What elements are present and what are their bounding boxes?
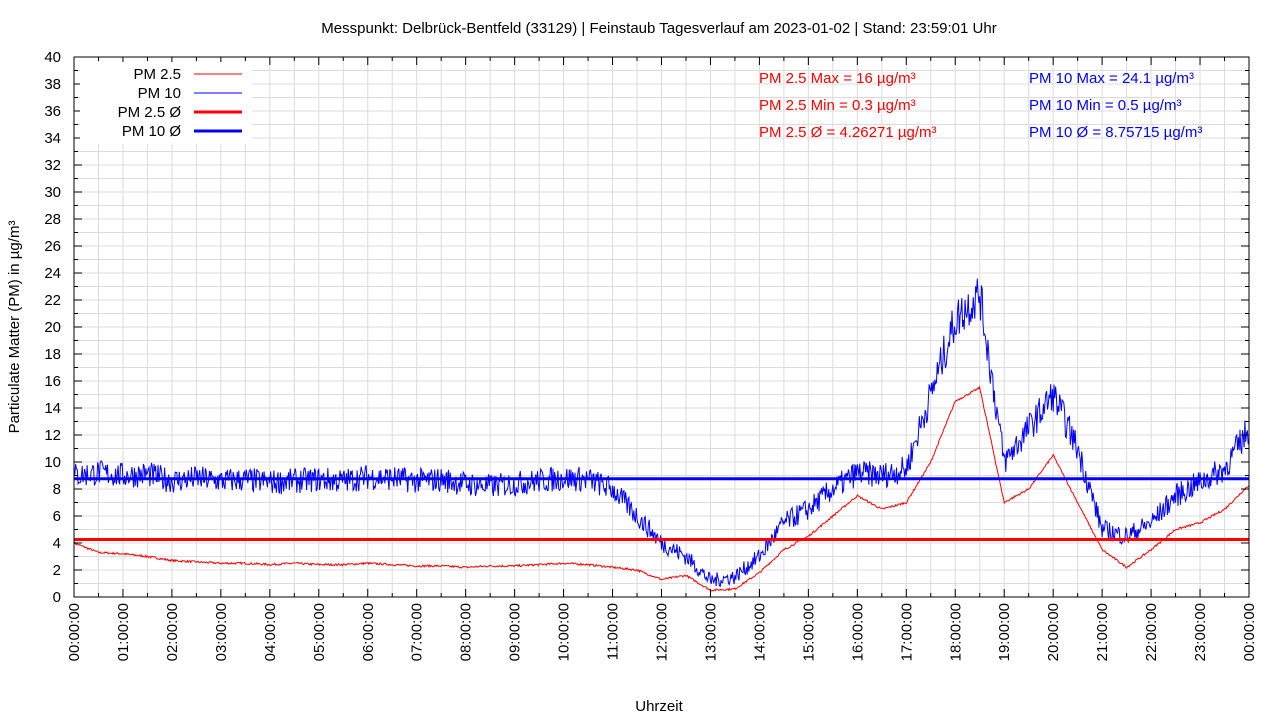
pm25-avg: PM 2.5 Ø = 4.26271 µg/m³: [759, 124, 936, 141]
x-tick-labels: 00:00:00 01:00:00 02:00:00 03:00:00 04:00:00…: [66, 603, 1258, 661]
pm25-max: PM 2.5 Max = 16 µg/m³: [759, 70, 916, 87]
y-tick-label: 16: [44, 373, 61, 390]
pm10-min: PM 10 Min = 0.5 µg/m³: [1029, 97, 1181, 114]
x-tick-label: 13:00:00: [702, 603, 719, 661]
x-tick-label: 05:00:00: [311, 603, 328, 661]
x-tick-label: 14:00:00: [751, 603, 768, 661]
pm10-max: PM 10 Max = 24.1 µg/m³: [1029, 70, 1194, 87]
y-tick-label: 2: [53, 562, 61, 579]
x-tick-label: 11:00:00: [605, 603, 622, 660]
x-tick-label: 15:00:00: [800, 603, 817, 661]
y-tick-label: 8: [53, 481, 61, 498]
pm10-avg: PM 10 Ø = 8.75715 µg/m³: [1029, 124, 1202, 141]
x-tick-label: 07:00:00: [409, 603, 426, 661]
y-tick-label: 32: [44, 157, 61, 174]
legend-label-pm10: PM 10: [138, 85, 181, 102]
y-tick-label: 12: [44, 427, 61, 444]
y-axis-label: Particulate Matter (PM) in µg/m³: [6, 221, 23, 434]
x-axis-label: Uhrzeit: [635, 698, 683, 715]
ticks: [73, 56, 1250, 598]
y-tick-label: 24: [44, 265, 61, 282]
x-tick-label: 08:00:00: [458, 603, 475, 661]
series-line-pm10: [73, 278, 1250, 587]
y-tick-label: 28: [44, 211, 61, 228]
y-tick-label: 34: [44, 130, 61, 147]
x-tick-label: 20:00:00: [1045, 603, 1062, 661]
legend-label-pm10-avg: PM 10 Ø: [122, 123, 182, 140]
x-tick-label: 06:00:00: [360, 603, 377, 661]
y-tick-label: 26: [44, 238, 61, 255]
x-tick-label: 21:00:00: [1094, 603, 1111, 661]
x-tick-label: 19:00:00: [996, 603, 1013, 661]
chart-title: Messpunkt: Delbrück-Bentfeld (33129) | F…: [321, 20, 996, 37]
y-tick-label: 38: [44, 76, 61, 93]
x-tick-label: 17:00:00: [898, 603, 915, 661]
x-tick-label: 00:00:00: [66, 603, 83, 661]
legend-label-pm25-avg: PM 2.5 Ø: [118, 104, 182, 121]
series-layer: [73, 278, 1250, 592]
y-tick-label: 6: [53, 508, 61, 525]
x-tick-label: 10:00:00: [556, 603, 573, 661]
y-tick-label: 30: [44, 184, 61, 201]
x-tick-label: 04:00:00: [262, 603, 279, 661]
x-tick-label: 18:00:00: [947, 603, 964, 661]
y-tick-label: 14: [44, 400, 61, 417]
pm25-min: PM 2.5 Min = 0.3 µg/m³: [759, 97, 916, 114]
legend-label-pm25: PM 2.5: [133, 66, 181, 83]
y-tick-label: 18: [44, 346, 61, 363]
series-line-pm25: [73, 385, 1250, 592]
x-tick-label: 00:00:00: [1241, 603, 1258, 661]
x-tick-label: 12:00:00: [654, 603, 671, 661]
y-tick-label: 20: [44, 319, 61, 336]
x-tick-label: 16:00:00: [849, 603, 866, 661]
x-tick-label: 03:00:00: [213, 603, 230, 661]
y-tick-label: 0: [53, 589, 61, 606]
x-tick-label: 09:00:00: [507, 603, 524, 661]
x-tick-label: 02:00:00: [164, 603, 181, 661]
x-tick-label: 23:00:00: [1192, 603, 1209, 661]
x-tick-label: 22:00:00: [1143, 603, 1160, 661]
x-tick-label: 01:00:00: [115, 603, 132, 661]
y-tick-label: 4: [53, 535, 61, 552]
y-tick-label: 36: [44, 103, 61, 120]
stats-annotations: PM 2.5 Max = 16 µg/m³ PM 2.5 Min = 0.3 µ…: [759, 70, 1202, 141]
y-tick-label: 22: [44, 292, 61, 309]
y-tick-label: 40: [44, 49, 61, 66]
legend: PM 2.5 PM 10 PM 2.5 Ø PM 10 Ø: [80, 62, 252, 144]
y-tick-label: 10: [44, 454, 61, 471]
